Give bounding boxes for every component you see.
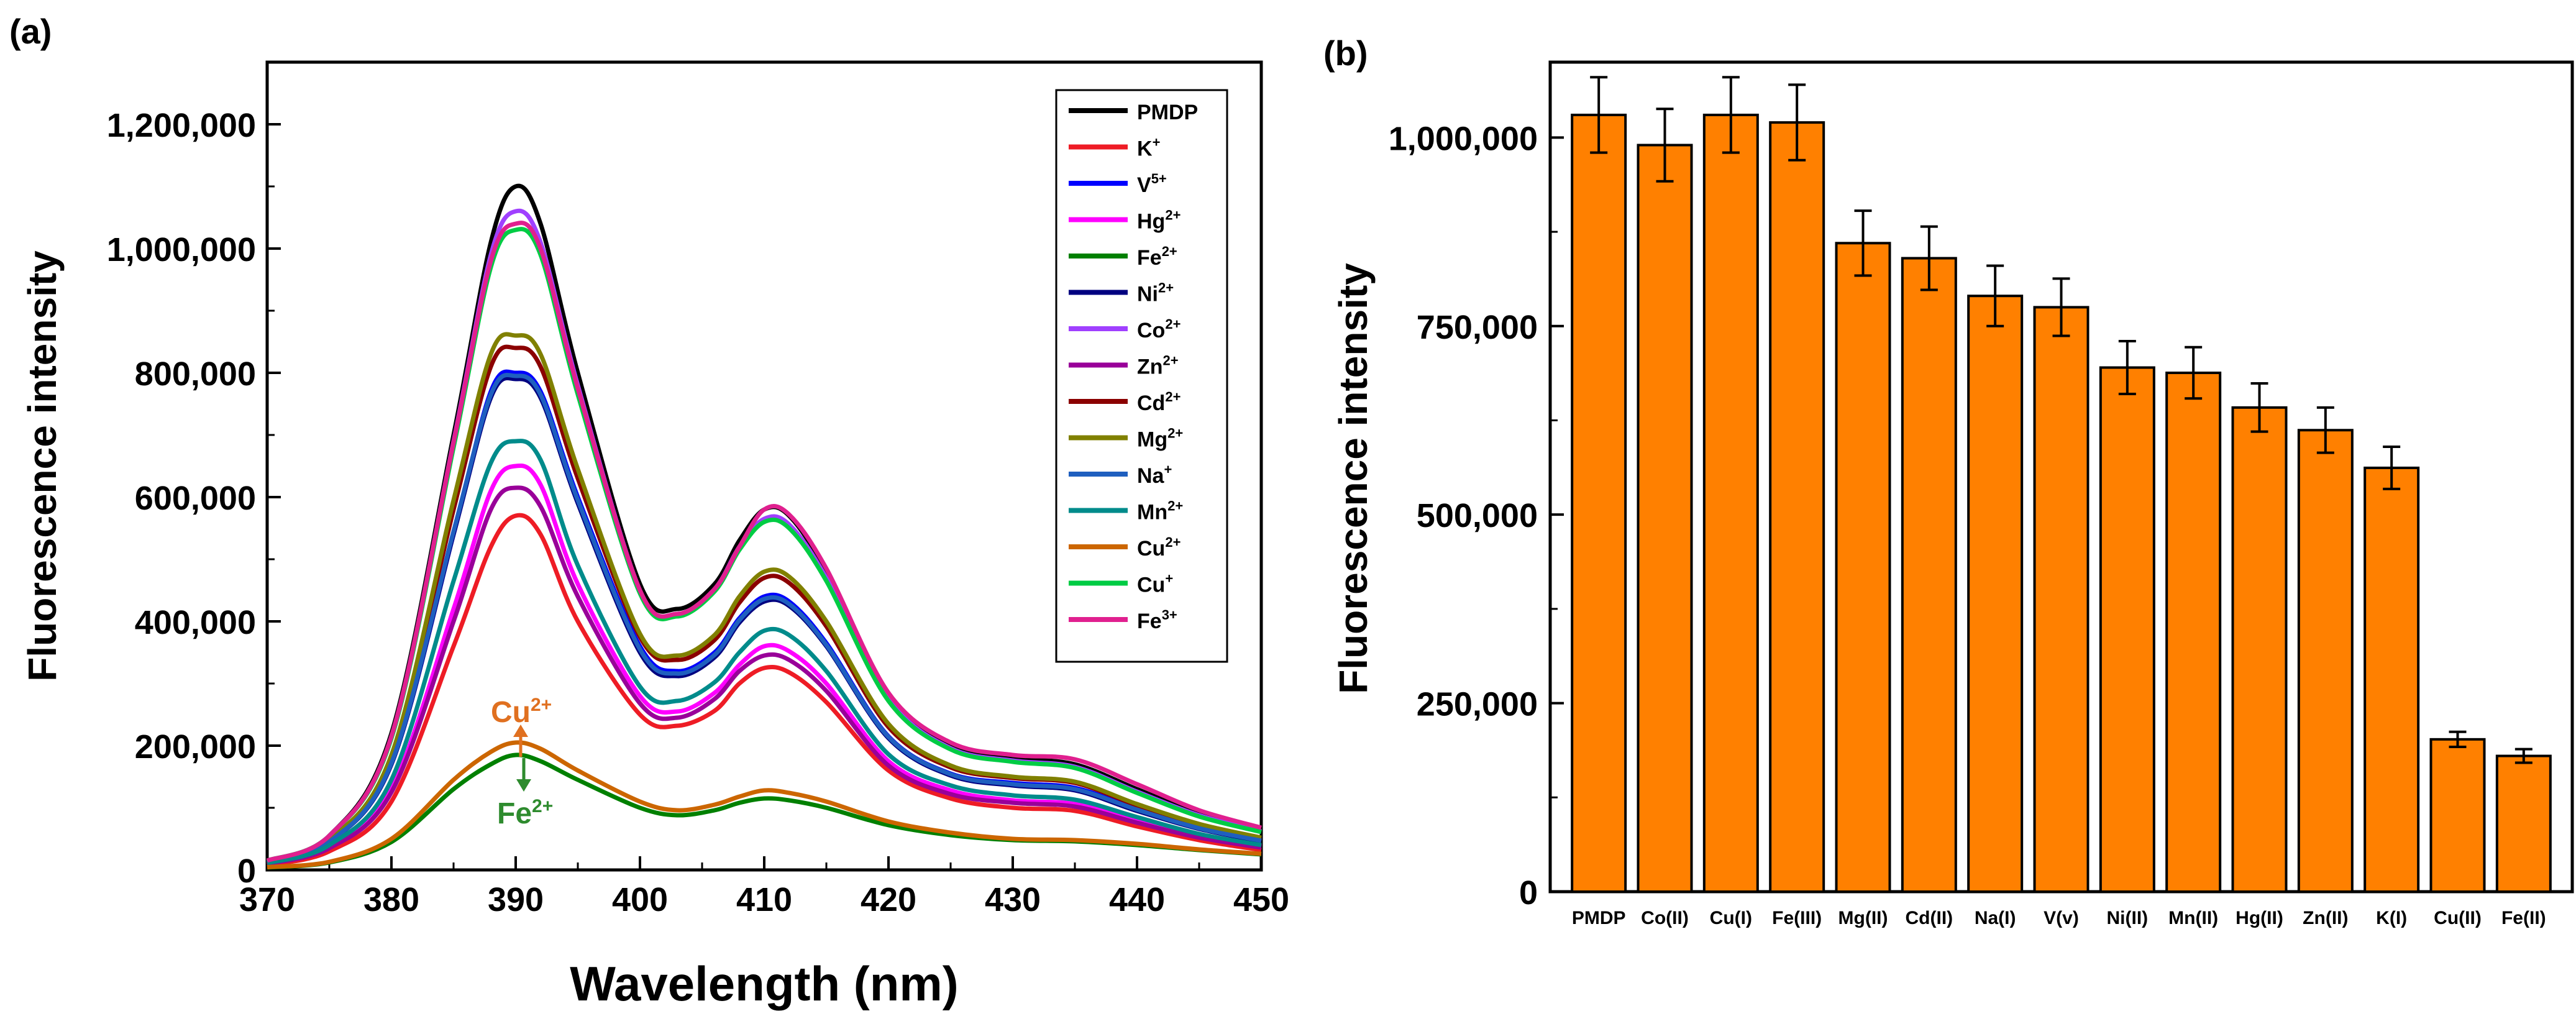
bar-cu-i	[1702, 113, 1759, 893]
cu2-annotation: Cu2+	[491, 695, 552, 757]
b-x-tick-label-mg-ii: Mg(II)	[1838, 908, 1888, 928]
b-y-tick-label: 1,000,000	[1389, 120, 1538, 157]
bar-fe-iii	[1769, 121, 1825, 893]
panel-a-x-axis-title: Wavelength (nm)	[570, 956, 958, 1011]
a-y-tick-label: 200,000	[135, 728, 256, 766]
b-x-tick-label-ni-ii: Ni(II)	[2107, 908, 2149, 928]
series-line-zn2	[267, 485, 1262, 866]
b-x-tick-label-hg-ii: Hg(II)	[2236, 908, 2283, 928]
legend-label-mn2: Mn2+	[1137, 498, 1183, 524]
panel-b-y-axis: 0 250,000 500,000 750,000 1,000,000	[1389, 120, 1564, 912]
svg-text:Cu2+: Cu2+	[491, 695, 552, 729]
legend-label-co2: Co2+	[1137, 316, 1181, 342]
legend-label-hg2: Hg2+	[1137, 208, 1181, 234]
series-line-k	[267, 513, 1262, 867]
b-x-tick-label-na-i: Na(I)	[1975, 908, 2016, 928]
svg-text:Fe2+: Fe2+	[497, 796, 553, 830]
a-x-tick-label: 430	[985, 881, 1041, 918]
bar-fe-ii	[2495, 754, 2552, 893]
bar-mg-ii	[1835, 242, 1891, 894]
cu2-annotation-text: Cu	[491, 696, 531, 729]
a-y-tick-label: 1,200,000	[107, 107, 256, 144]
b-x-tick-label-v-v: V(v)	[2044, 908, 2079, 928]
bar-hg-ii	[2231, 406, 2288, 893]
panel-a-line-chart: (a) 0 200,000 400,000 600,000 800,000 1,000,0…	[9, 12, 1289, 1011]
legend-label-cd2: Cd2+	[1137, 389, 1181, 415]
bar-v-v	[2033, 306, 2090, 893]
a-y-tick-label: 400,000	[135, 604, 256, 641]
b-x-tick-label-fe-ii: Fe(II)	[2501, 908, 2546, 928]
legend-label-zn2: Zn2+	[1137, 353, 1179, 379]
a-x-tick-label: 410	[736, 881, 792, 918]
legend-label-pmdp: PMDP	[1137, 101, 1198, 124]
legend-label-mg2: Mg2+	[1137, 426, 1183, 452]
b-x-tick-label-mn-ii: Mn(II)	[2168, 908, 2218, 928]
bar-cd-ii	[1901, 257, 1957, 893]
a-x-tick-label: 370	[239, 881, 295, 918]
a-y-tick-label: 800,000	[135, 355, 256, 393]
b-x-tick-label-cu-ii: Cu(II)	[2434, 908, 2482, 928]
bar-zn-ii	[2297, 429, 2354, 893]
fe2-annotation: Fe2+	[497, 758, 553, 830]
b-x-tick-label-k-i: K(I)	[2376, 908, 2407, 928]
a-x-tick-label: 380	[363, 881, 419, 918]
bar-co-ii	[1637, 144, 1693, 893]
a-x-tick-label: 450	[1233, 881, 1289, 918]
panel-a-series-lines	[266, 183, 1262, 870]
legend-label-fe3: Fe3+	[1137, 607, 1177, 633]
b-x-tick-label-co-ii: Co(II)	[1641, 908, 1689, 928]
a-y-tick-label: 0	[237, 853, 256, 890]
panel-b-bar-chart: (b) 0 250,000 500,000 750,000 1,000,000 PMDP…	[1323, 34, 2574, 928]
cu2-up-arrowhead-icon	[513, 725, 528, 737]
panel-a-label: (a)	[9, 12, 52, 51]
a-y-tick-label: 1,000,000	[107, 231, 256, 268]
panel-a-y-axis-title: Fluorescence intensity	[20, 250, 65, 682]
panel-a-y-axis: 0 200,000 400,000 600,000 800,000 1,000,000 1,…	[107, 107, 281, 890]
bar-ni-ii	[2099, 366, 2155, 893]
a-y-tick-label: 600,000	[135, 480, 256, 517]
series-line-mg2	[266, 332, 1262, 864]
fe2-annotation-sup: 2+	[532, 796, 553, 816]
b-x-tick-label-cd-ii: Cd(II)	[1906, 908, 1953, 928]
b-x-tick-label-fe-iii: Fe(III)	[1772, 908, 1822, 928]
series-line-hg2	[267, 464, 1262, 866]
b-x-tick-label-zn-ii: Zn(II)	[2303, 908, 2348, 928]
bar-mn-ii	[2165, 372, 2222, 893]
b-y-tick-label: 250,000	[1417, 686, 1538, 723]
b-y-tick-label: 500,000	[1417, 497, 1538, 534]
b-x-tick-label-cu-i: Cu(I)	[1710, 908, 1752, 928]
fe2-annotation-text: Fe	[497, 797, 532, 830]
bar-pmdp	[1571, 113, 1627, 893]
panel-a-x-axis: 370 380 390 400 410 420 430 440 450	[239, 856, 1289, 918]
fe2-down-arrowhead-icon	[516, 779, 531, 792]
a-x-tick-label: 400	[612, 881, 668, 918]
cu2-annotation-sup: 2+	[531, 695, 552, 715]
b-x-tick-label-pmdp: PMDP	[1572, 908, 1626, 928]
panel-a-legend: PMDP K+ V5+ Hg2+ Fe2+ Ni2+ Co2+ Zn2+ Cd2+ Mg2+ Na+…	[1055, 89, 1228, 663]
series-line-mn2	[267, 439, 1262, 866]
panel-b-label: (b)	[1323, 34, 1368, 73]
b-y-tick-label: 0	[1519, 874, 1538, 912]
b-y-tick-label: 750,000	[1417, 309, 1538, 346]
legend-label-fe2: Fe2+	[1137, 244, 1177, 270]
legend-label-v5: V5+	[1137, 171, 1167, 197]
panel-b-y-axis-title: Fluorescence intensity	[1331, 263, 1376, 694]
series-line-cu2	[267, 740, 1262, 869]
a-x-tick-label: 420	[861, 881, 916, 918]
bar-cu-ii	[2429, 738, 2486, 893]
bar-na-i	[1967, 295, 2024, 893]
legend-label-cu2: Cu2+	[1137, 534, 1181, 560]
bar-k-i	[2364, 466, 2420, 893]
a-x-tick-label: 440	[1109, 881, 1165, 918]
a-x-tick-label: 390	[488, 881, 544, 918]
panel-b-bars: PMDP Co(II) Cu(I) Fe(III) Mg(II) Cd(II) Na(I) V…	[1571, 76, 2552, 928]
legend-label-k: K+	[1137, 135, 1160, 161]
series-line-fe3	[266, 221, 1262, 863]
legend-label-cu: Cu+	[1137, 571, 1173, 597]
legend-label-ni2: Ni2+	[1137, 280, 1174, 306]
legend-label-na: Na+	[1137, 462, 1172, 488]
series-line-na	[266, 373, 1262, 865]
